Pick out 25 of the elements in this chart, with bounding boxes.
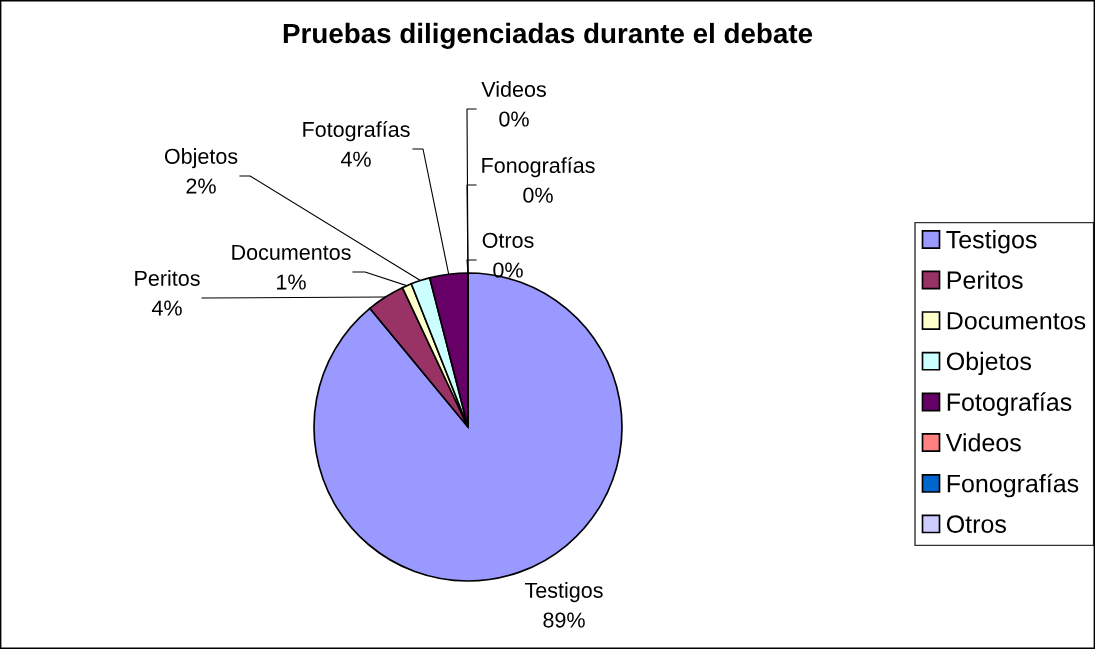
legend-label: Otros <box>946 515 1006 533</box>
legend-label: Fotografías <box>947 392 1072 416</box>
text: 0% <box>523 187 553 203</box>
legend-label: Fonografías <box>947 473 1079 498</box>
legend-label: Objetos <box>946 351 1031 376</box>
legend-label: Peritos <box>947 270 1023 290</box>
legend-label: Videos <box>945 433 1021 452</box>
category-label: Videos <box>481 81 546 97</box>
slice-label: Documentos <box>232 244 351 260</box>
legend-label: Documentos <box>947 312 1086 330</box>
data-label: 2% <box>186 178 216 194</box>
slice-label: Objetos <box>164 148 238 169</box>
data-label: 1% <box>277 274 306 290</box>
slice-label: Peritos <box>135 270 200 286</box>
data-label: 4% <box>340 151 371 167</box>
category-label: Otros <box>482 232 534 248</box>
chart-title: Pruebas diligenciadas durante el debate <box>283 22 813 49</box>
slice-label: Fotografías <box>303 120 410 142</box>
category-label: Fonografías <box>482 156 595 178</box>
data-label: 4% <box>151 300 182 316</box>
data-label: 89% <box>543 612 585 628</box>
text: 0% <box>493 262 523 278</box>
legend-label: Testigos <box>946 230 1037 254</box>
slice-label: Testigos <box>525 582 603 603</box>
text: 0% <box>499 111 529 127</box>
